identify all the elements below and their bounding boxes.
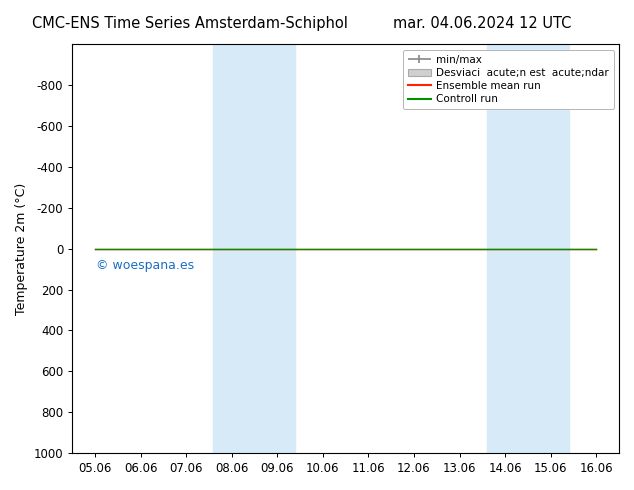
Y-axis label: Temperature 2m (°C): Temperature 2m (°C): [15, 183, 28, 315]
Bar: [214, 45, 295, 453]
Bar: [487, 45, 569, 453]
Text: © woespana.es: © woespana.es: [96, 259, 194, 272]
Text: CMC-ENS Time Series Amsterdam-Schiphol: CMC-ENS Time Series Amsterdam-Schiphol: [32, 16, 348, 31]
Legend: min/max, Desviaci  acute;n est  acute;ndar, Ensemble mean run, Controll run: min/max, Desviaci acute;n est acute;ndar…: [403, 49, 614, 109]
Text: mar. 04.06.2024 12 UTC: mar. 04.06.2024 12 UTC: [392, 16, 571, 31]
